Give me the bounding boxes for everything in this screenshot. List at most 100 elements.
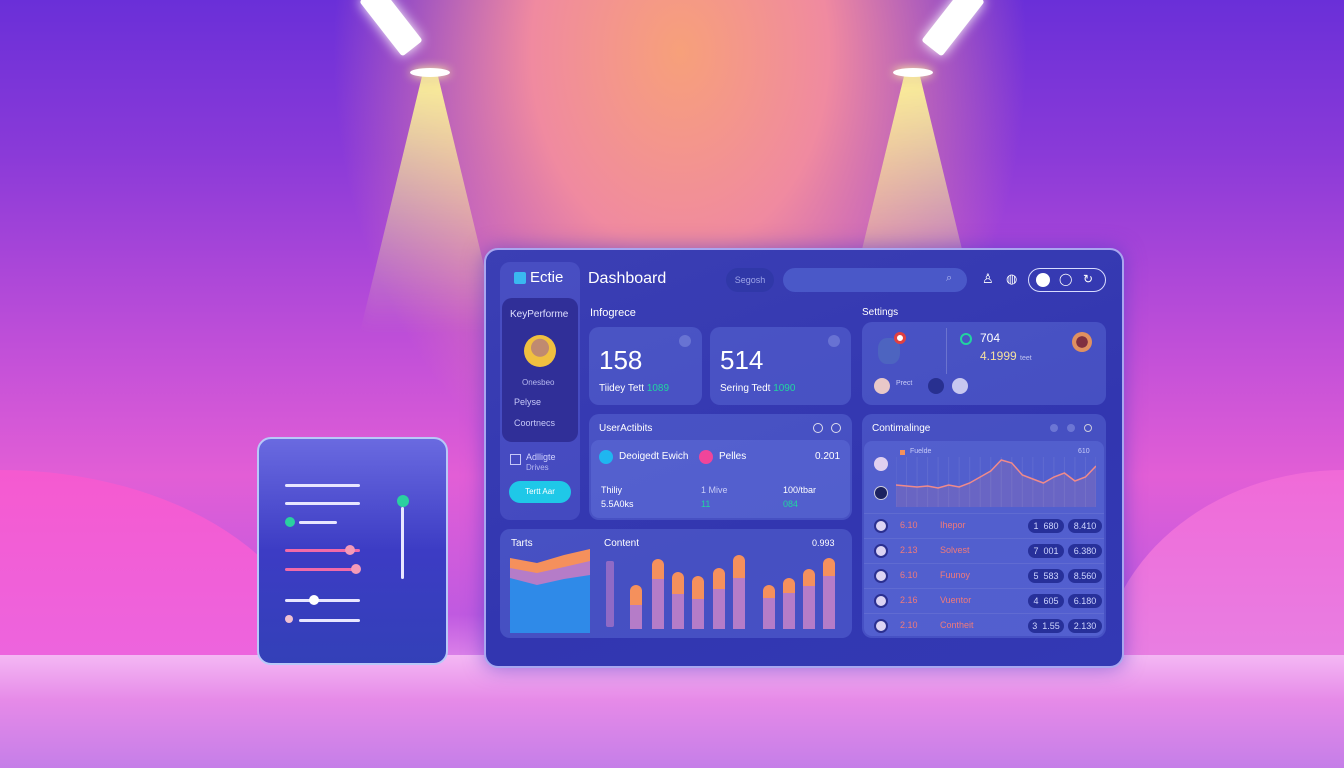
table-row[interactable]: 6.10 Fuunoy 5 583 8.560	[864, 563, 1104, 588]
slider[interactable]	[285, 568, 360, 571]
row-c: 6.380	[1073, 546, 1097, 556]
bar-body-segment	[630, 605, 642, 629]
row-value: 2.13	[900, 545, 918, 555]
search-input[interactable]	[783, 268, 967, 292]
row-pill: 6.380	[1068, 544, 1102, 558]
row-value: 6.10	[900, 570, 918, 580]
info-icon[interactable]	[828, 335, 840, 347]
avatar[interactable]	[874, 378, 890, 394]
vertical-slider[interactable]	[401, 507, 404, 579]
row-b: 1.55	[1042, 621, 1060, 631]
row-c: 8.560	[1073, 571, 1097, 581]
avatar	[874, 544, 888, 558]
row-pill: 8.560	[1068, 569, 1102, 583]
line-series	[896, 459, 1096, 489]
stat-delta: 1089	[646, 383, 670, 394]
row-value: 6.10	[900, 520, 918, 530]
settings-count: 704	[980, 331, 1001, 345]
bar-body-segment	[823, 576, 835, 629]
slider[interactable]	[285, 599, 360, 602]
row-c: 6.180	[1073, 596, 1097, 606]
divider	[946, 328, 947, 374]
row-pill: 1 680	[1028, 519, 1064, 533]
user-icon[interactable]: ♙	[982, 271, 994, 286]
sidebar-item-pelyse[interactable]: Pelyse	[514, 397, 542, 407]
share-icon[interactable]: ↻	[1083, 272, 1094, 286]
row-a: 7	[1033, 546, 1039, 556]
stat-value: 5.5A0ks	[601, 499, 634, 509]
globe-icon[interactable]: ◍	[1006, 271, 1018, 286]
table-row[interactable]: 2.16 Vuentor 4 605 6.180	[864, 588, 1104, 613]
avatar[interactable]	[878, 338, 900, 364]
drives-sublabel: Drives	[526, 463, 549, 472]
page-title: Dashboard	[588, 270, 667, 287]
row-pill: 2.130	[1068, 619, 1102, 633]
stat-value: 11	[701, 499, 711, 509]
bar-body-segment	[733, 578, 745, 629]
section-title-infogrece: Infogrece	[590, 307, 636, 319]
avatar[interactable]	[874, 486, 888, 500]
avatar	[874, 594, 888, 608]
row-pill: 5 583	[1028, 569, 1064, 583]
row-b: 680	[1043, 521, 1059, 531]
refresh-icon[interactable]	[1084, 424, 1092, 432]
avatar	[874, 519, 888, 533]
logo-icon	[514, 272, 526, 284]
sidebar-item-onesbeo[interactable]: Onesbeo	[522, 378, 555, 387]
search-button[interactable]: Segosh	[726, 268, 774, 292]
table-row[interactable]: 2.13 Solvest 7 001 6.380	[864, 538, 1104, 563]
cta-button[interactable]: Tertt Aar	[509, 481, 571, 503]
table-row[interactable]: 6.10 Ihepor 1 680 8.410	[864, 513, 1104, 538]
settings-icon[interactable]	[813, 423, 823, 433]
line-chart	[896, 457, 1096, 507]
slider[interactable]	[285, 502, 360, 505]
avatar[interactable]	[928, 378, 944, 394]
line-chart-panel: Fuelde 610 6.10 Ihepor 1 680 8.410 2.13 …	[864, 441, 1104, 636]
content-card: Tarts Content 0.993	[500, 529, 852, 638]
stat-delta: 1090	[773, 383, 796, 394]
dot-icon[interactable]	[1067, 424, 1075, 432]
avatar[interactable]	[874, 457, 888, 471]
stat-card[interactable]: 514 Sering Tedt 1090	[710, 327, 851, 405]
content-value: 0.993	[812, 538, 835, 548]
user-activity-card: UserActibits Deoigedt Ewich Pelles 0.201…	[589, 414, 852, 520]
settings-icon[interactable]	[1036, 273, 1050, 287]
row-pill: 4 605	[1028, 594, 1064, 608]
control-tablet	[257, 437, 448, 665]
info-icon[interactable]	[679, 335, 691, 347]
user-name: Prect	[896, 380, 913, 387]
search-icon[interactable]: ⌕	[946, 272, 953, 284]
vertical-slider-knob[interactable]	[397, 495, 409, 507]
bar-body-segment	[783, 593, 795, 629]
menu-icon[interactable]	[831, 423, 841, 433]
slider-knob[interactable]	[351, 564, 361, 574]
slider[interactable]	[285, 549, 360, 552]
row-value: 2.16	[900, 595, 918, 605]
dot-icon[interactable]	[1050, 424, 1058, 432]
slider-knob[interactable]	[309, 595, 319, 605]
stat-card[interactable]: 158 Tiidey Tett 1089	[589, 327, 702, 405]
slider-knob[interactable]	[345, 545, 355, 555]
slider-knob[interactable]	[285, 615, 293, 623]
bell-icon[interactable]: ◯	[1059, 272, 1073, 286]
row-name: Vuentor	[940, 595, 972, 605]
section-title-settings: Settings	[862, 307, 899, 318]
table-row[interactable]: 2.10 Contheit 3 1.55 2.130	[864, 613, 1104, 638]
drives-label[interactable]: Adlligte	[526, 452, 556, 462]
row-value: 2.10	[900, 620, 918, 630]
slider[interactable]	[299, 619, 360, 622]
slider[interactable]	[299, 521, 337, 524]
avatar[interactable]	[1072, 332, 1092, 352]
kpi-panel: KeyPerforme Onesbeo Pelyse Coortnecs	[502, 298, 578, 442]
avatar[interactable]	[952, 378, 968, 394]
sidebar-item-coortnecs[interactable]: Coortnecs	[514, 418, 556, 428]
stat-label-text: Tiidey Tett	[599, 383, 645, 394]
stat-label: Sering Tedt 1090	[720, 383, 795, 394]
slider[interactable]	[285, 484, 360, 487]
sidebar-section-title: KeyPerforme	[510, 309, 569, 320]
slider-knob[interactable]	[285, 517, 295, 527]
avatar[interactable]	[524, 335, 556, 367]
legend-label: Fuelde	[910, 448, 932, 455]
settings-amount: 4.1999	[980, 349, 1017, 363]
settings-amount-row: 4.1999 teet	[980, 349, 1032, 363]
